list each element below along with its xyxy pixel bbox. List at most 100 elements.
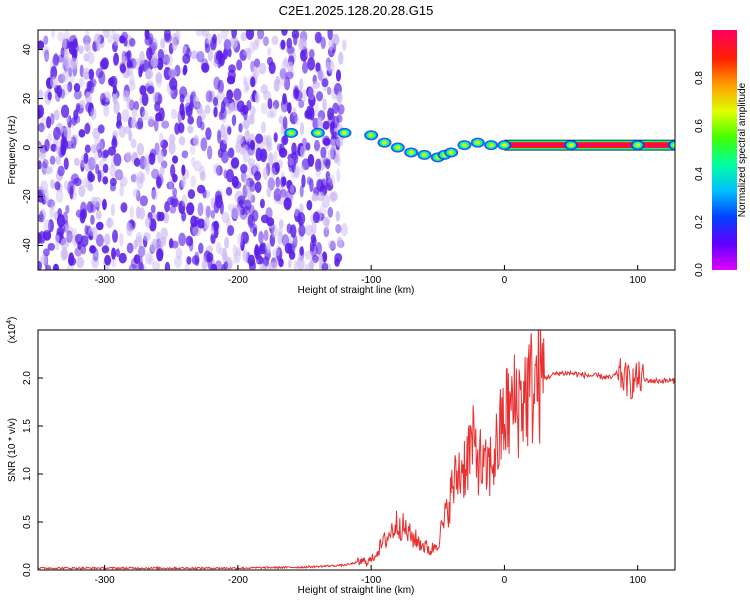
spectrogram-noise-blob: [205, 90, 213, 103]
spectrogram-noise-blob: [55, 241, 60, 251]
spectrogram-noise-blob: [283, 76, 291, 91]
spectrogram-noise-blob: [170, 198, 180, 208]
spectrogram-noise-blob: [169, 77, 178, 91]
spectrogram-noise-blob: [137, 245, 146, 258]
spectrogram-noise-blob: [227, 47, 232, 58]
spectrogram-signal-layer: [284, 127, 675, 163]
spectrogram-x-axis-label: Height of straight line (km): [298, 285, 415, 296]
spectrogram-noise-blob: [133, 157, 141, 167]
spectrogram-noise-blob: [215, 165, 223, 176]
signal-point-core: [395, 145, 401, 150]
spectrogram-noise-blob: [135, 231, 143, 243]
spectrogram-noise-blob: [126, 222, 134, 237]
spectrogram-noise-blob: [171, 38, 178, 51]
spectrogram-noise-blob: [83, 152, 89, 164]
spectrogram-noise-blob: [265, 136, 271, 146]
spectrogram-noise-blob: [111, 247, 117, 260]
spectrogram-noise-blob: [184, 263, 190, 270]
spectrogram-noise-blob: [259, 263, 267, 270]
spectrogram-noise-blob: [242, 151, 251, 163]
spectrogram-noise-blob: [78, 185, 86, 198]
spectrogram-noise-blob: [67, 136, 74, 145]
spectrogram-noise-blob: [52, 54, 60, 67]
spectrogram-noise-blob: [74, 233, 84, 245]
spectrogram-noise-blob: [99, 92, 106, 106]
spectrogram-noise-blob: [168, 133, 176, 144]
spectrogram-noise-blob: [227, 225, 235, 237]
spectrogram-noise-blob: [287, 259, 292, 269]
spectrogram-noise-blob: [196, 51, 205, 63]
spectrogram-noise-blob: [315, 62, 321, 73]
spectrogram-noise-blob: [279, 186, 288, 198]
spectrogram-noise-blob: [144, 216, 151, 228]
spectrogram-noise-blob: [200, 137, 208, 152]
spectrogram-noise-blob: [63, 157, 69, 170]
spectrogram-y-tick-label: 40: [22, 44, 33, 56]
spectrogram-noise-blob: [88, 173, 95, 183]
spectrogram-noise-blob: [312, 80, 321, 89]
spectrogram-noise-blob: [247, 158, 255, 167]
spectrogram-noise-blob: [44, 195, 50, 206]
spectrogram-noise-blob: [44, 166, 53, 175]
spectrogram-noise-blob: [243, 80, 249, 94]
spectrogram-noise-blob: [216, 33, 222, 46]
spectrogram-noise-blob: [122, 90, 129, 102]
spectrogram-noise-blob: [258, 231, 264, 245]
spectrogram-noise-blob: [249, 114, 255, 125]
spectrogram-noise-blob: [223, 38, 232, 51]
spectrogram-noise-blob: [47, 219, 54, 233]
spectrogram-noise-blob: [111, 30, 116, 39]
spectrogram-noise-blob: [90, 214, 95, 225]
spectrogram-noise-blob: [84, 41, 90, 52]
spectrogram-noise-blob: [61, 37, 67, 51]
spectrogram-noise-blob: [113, 36, 119, 47]
spectrogram-noise-blob: [219, 247, 227, 257]
spectrogram-noise-blob: [68, 66, 73, 78]
spectrogram-noise-blob: [311, 221, 317, 236]
spectrogram-noise-blob: [42, 158, 49, 169]
spectrogram-noise-blob: [120, 202, 128, 213]
spectrogram-noise-blob: [131, 117, 137, 129]
spectrogram-noise-blob: [69, 185, 74, 200]
tone-line-center: [504, 143, 675, 147]
spectrogram-noise-blob: [278, 115, 284, 125]
spectrogram-noise-blob: [50, 76, 58, 89]
spectrogram-noise-blob: [169, 205, 177, 214]
spectrogram-noise-blob: [266, 217, 275, 227]
spectrogram-noise-blob: [122, 55, 128, 65]
spectrogram-noise-blob: [311, 254, 319, 264]
spectrogram-noise-blob: [255, 37, 260, 47]
spectrogram-noise-blob: [150, 189, 158, 201]
spectrogram-noise-blob: [61, 248, 68, 259]
spectrogram-noise-blob: [299, 203, 304, 214]
spectrogram-noise-blob: [236, 134, 244, 145]
spectrogram-noise-blob: [113, 153, 122, 167]
spectrogram-noise-blob: [325, 177, 333, 187]
spectrogram-noise-blob: [74, 247, 82, 257]
spectrogram-noise-blob: [190, 145, 196, 155]
spectrogram-noise-blob: [213, 220, 220, 231]
spectrogram-noise-blob: [71, 57, 77, 68]
spectrogram-noise-blob: [288, 243, 295, 255]
spectrogram-noise-blob: [205, 33, 213, 45]
spectrogram-noise-blob: [239, 208, 248, 220]
spectrogram-noise-blob: [159, 236, 167, 247]
spectrogram-noise-blob: [39, 210, 44, 221]
spectrogram-noise-blob: [195, 30, 204, 37]
snr-y-multiplier-close: ): [7, 317, 18, 320]
spectrogram-x-tick-label: -100: [361, 275, 381, 286]
spectrogram-noise-blob: [136, 177, 144, 190]
spectrogram-noise-blob: [101, 245, 110, 254]
spectrogram-noise-blob: [315, 241, 322, 255]
spectrogram-noise-blob: [259, 242, 267, 252]
spectrogram-noise-blob: [327, 239, 336, 250]
spectrogram-noise-blob: [114, 169, 124, 181]
spectrogram-noise-blob: [90, 78, 97, 87]
spectrogram-noise-blob: [149, 218, 157, 232]
spectrogram-noise-blob: [55, 189, 64, 204]
spectrogram-noise-blob: [66, 264, 75, 270]
spectrogram-noise-blob: [267, 98, 273, 110]
spectrogram-noise-blob: [66, 230, 73, 243]
spectrogram-noise-blob: [49, 155, 56, 165]
